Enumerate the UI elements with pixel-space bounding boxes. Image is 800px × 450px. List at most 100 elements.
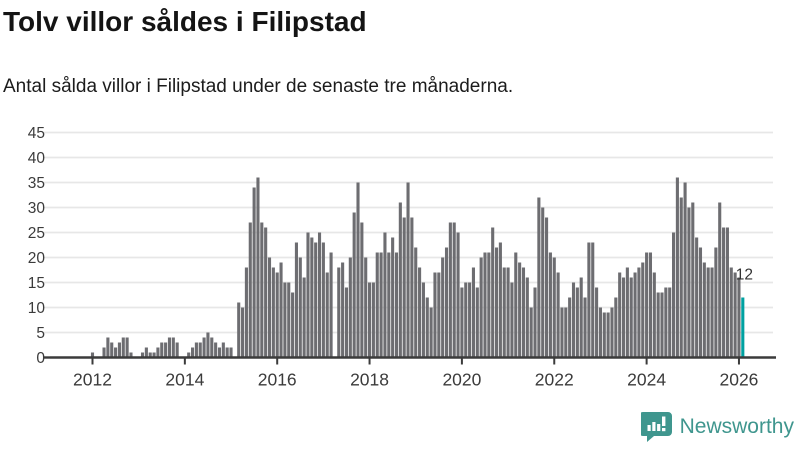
bar (360, 222, 364, 358)
bar (225, 347, 229, 358)
bar (194, 342, 198, 358)
bar (633, 272, 637, 358)
bar (641, 262, 645, 358)
bar (571, 282, 576, 358)
x-axis-tick-label: 2026 (719, 370, 758, 390)
bar (252, 187, 256, 358)
bar (514, 252, 518, 358)
bar (618, 272, 622, 358)
bar (117, 342, 121, 358)
bar (548, 252, 552, 358)
bar (637, 267, 641, 358)
bar (106, 337, 110, 358)
bar (187, 352, 191, 358)
bar (518, 262, 522, 358)
bar (406, 182, 410, 358)
bar (698, 247, 703, 358)
bar (621, 277, 626, 358)
bar (164, 342, 168, 358)
bar (645, 252, 649, 358)
bar (375, 252, 379, 358)
bar (310, 237, 314, 358)
bar (595, 287, 599, 358)
bar (202, 337, 206, 358)
bar (672, 232, 676, 358)
bar (464, 282, 468, 358)
bar (402, 217, 406, 358)
bar (471, 267, 475, 358)
bar (229, 347, 233, 358)
bar (341, 262, 345, 358)
bar (287, 282, 291, 358)
bar (410, 217, 414, 358)
x-axis-tick-label: 2020 (442, 370, 481, 390)
bar (394, 252, 399, 358)
bar (598, 307, 602, 358)
bar (668, 287, 672, 358)
bar (198, 342, 202, 358)
bar (421, 282, 425, 358)
bar (487, 252, 491, 358)
bar (379, 252, 383, 358)
bar (502, 267, 506, 358)
highlighted-bar (741, 297, 745, 358)
bar (314, 242, 318, 358)
bar (587, 242, 591, 358)
x-axis-tick-label: 2022 (535, 370, 574, 390)
bar (545, 217, 549, 358)
bar (125, 337, 129, 358)
bar (414, 247, 418, 358)
bar (691, 202, 695, 358)
bar (302, 277, 306, 358)
bar (398, 202, 402, 358)
bar (429, 307, 433, 358)
bar (110, 342, 114, 358)
bar (475, 287, 479, 358)
bar (579, 277, 583, 358)
bar (175, 342, 179, 358)
bar (664, 287, 668, 358)
bar (321, 242, 325, 358)
bar (560, 307, 564, 358)
bar (325, 272, 329, 358)
bar (275, 272, 279, 358)
bar (460, 287, 464, 358)
bar (591, 242, 595, 358)
bar (160, 342, 164, 358)
bar (606, 312, 610, 358)
y-axis-tick-label: 10 (28, 300, 46, 317)
bar (575, 287, 579, 358)
bar (148, 352, 152, 358)
last-value-annotation: 12 (736, 267, 753, 284)
bar (248, 222, 252, 358)
bar (552, 257, 556, 358)
bar (329, 252, 333, 358)
bar (144, 347, 148, 358)
newsworthy-logo: Newsworthy (640, 411, 794, 442)
bar (167, 337, 172, 358)
bar (352, 212, 356, 358)
bar (221, 342, 225, 358)
bar (241, 307, 245, 358)
bar (583, 297, 587, 358)
bar (468, 282, 472, 358)
bar (368, 282, 372, 358)
bar (237, 302, 241, 358)
bar (695, 237, 699, 358)
x-axis-tick-label: 2024 (627, 370, 666, 390)
bar (344, 287, 349, 358)
bar (267, 257, 272, 358)
bar (725, 227, 729, 358)
bar (733, 272, 737, 358)
bar (114, 347, 118, 358)
bar (710, 267, 714, 358)
bar (444, 247, 449, 358)
bar (371, 282, 375, 358)
bar (687, 207, 691, 358)
bar (217, 347, 222, 358)
bar (441, 257, 445, 358)
bar (391, 237, 395, 358)
bar (652, 272, 656, 358)
brand-name: Newsworthy (679, 414, 794, 438)
x-axis-tick-label: 2014 (165, 370, 204, 390)
